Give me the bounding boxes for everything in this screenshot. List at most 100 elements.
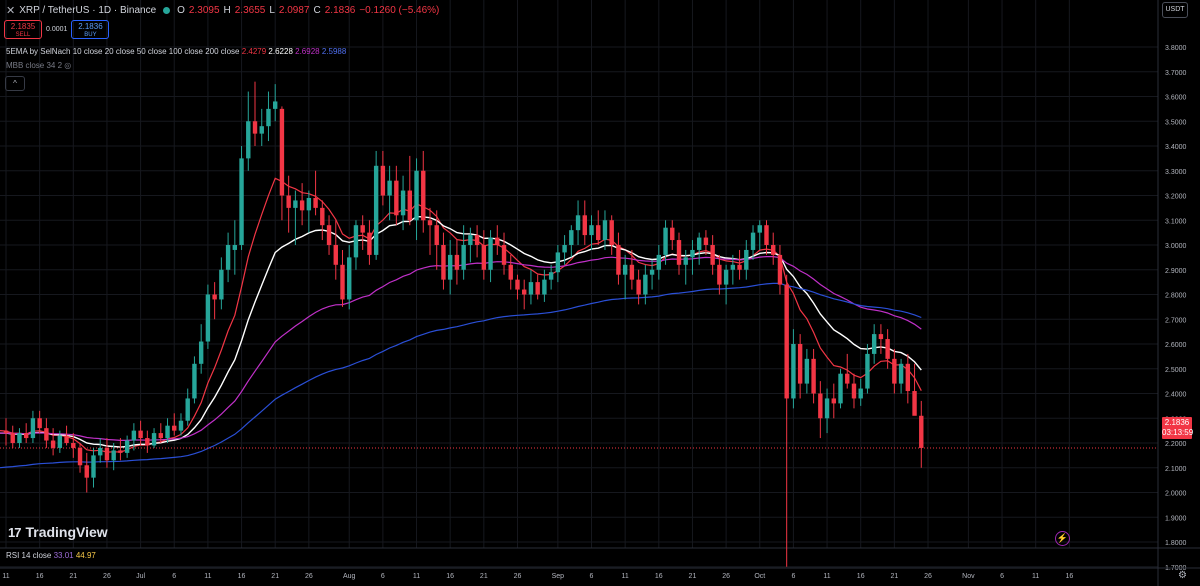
tradingview-mark-icon: 17: [8, 524, 22, 540]
candle-body: [104, 447, 110, 461]
x-tick-label: 16: [36, 573, 44, 580]
ema50-value: 2.6928: [295, 47, 320, 56]
x-tick-label: 21: [480, 573, 488, 580]
candle-body: [670, 227, 675, 241]
candle-body: [320, 207, 325, 226]
x-tick-label: 6: [1000, 573, 1004, 580]
y-tick-label: 2.6000: [1165, 342, 1187, 349]
y-tick-label: 2.7000: [1165, 317, 1187, 324]
candle-body: [777, 254, 783, 285]
candle-body: [468, 235, 473, 245]
sell-button[interactable]: 2.1835 SELL: [4, 20, 42, 39]
open-value: 2.3095: [188, 5, 220, 16]
candle-body: [178, 420, 184, 431]
candle-body: [495, 237, 500, 245]
ema10-value: 2.4279: [241, 47, 267, 56]
x-tick-label: 11: [413, 573, 420, 580]
close-value: 2.1836: [324, 5, 356, 16]
quote-currency-button[interactable]: USDT: [1162, 2, 1188, 18]
x-tick-label: Jul: [136, 573, 145, 580]
candle-body: [212, 294, 217, 300]
candle-body: [353, 225, 359, 258]
high-value: 2.3655: [234, 5, 266, 16]
x-tick-label: 21: [69, 573, 77, 580]
x-tick-label: 26: [924, 573, 932, 580]
candle-body: [44, 428, 49, 441]
candle-body: [818, 393, 823, 419]
candle-body: [676, 240, 682, 265]
flash-icon[interactable]: ⚡: [1055, 531, 1070, 546]
candle-body: [636, 279, 641, 295]
collapse-legend-button[interactable]: ^: [5, 76, 25, 91]
x-tick-label: 16: [857, 573, 865, 580]
candle-body: [535, 282, 540, 295]
candle-body: [892, 358, 897, 384]
x-tick-label: 6: [172, 573, 176, 580]
candle-body: [784, 284, 789, 399]
ema-indicator-legend[interactable]: 5EMA by SelNach 10 close 20 close 50 clo…: [6, 47, 346, 56]
symbol-icon: ✕: [6, 5, 16, 17]
candle-body: [225, 245, 231, 270]
candle-body: [232, 245, 238, 250]
candle-body: [145, 438, 150, 446]
candle-body: [838, 373, 843, 404]
candle-body: [37, 418, 42, 429]
eye-icon[interactable]: ◎: [64, 61, 72, 70]
candle-body: [380, 165, 386, 196]
candle-body: [98, 447, 103, 456]
candle-body: [616, 245, 621, 275]
candle-body: [387, 180, 392, 196]
y-tick-label: 2.8000: [1165, 293, 1187, 300]
candle-body: [3, 430, 9, 434]
candle-body: [91, 455, 96, 478]
x-tick-label: 21: [271, 573, 279, 580]
low-key: L: [269, 5, 275, 16]
candle-body: [198, 341, 204, 364]
candle-body: [723, 269, 729, 285]
candle-body: [562, 245, 567, 253]
settings-gear-icon[interactable]: ⚙: [1178, 570, 1187, 581]
candle-body: [239, 158, 244, 245]
candle-body: [441, 245, 446, 280]
ema100-value: 2.5988: [321, 47, 347, 56]
candle-body: [589, 225, 594, 236]
x-tick-label: 16: [1065, 573, 1073, 580]
candle-body: [649, 269, 655, 275]
x-tick-label: 21: [890, 573, 898, 580]
low-value: 2.0987: [278, 5, 310, 16]
rsi-legend[interactable]: RSI 14 close 33.01 44.97: [6, 551, 96, 560]
candle-body: [273, 101, 278, 109]
candle-body: [696, 237, 702, 250]
symbol-title[interactable]: XRP / TetherUS · 1D · Binance: [19, 5, 157, 16]
ema20-value: 2.6228: [268, 47, 293, 56]
trade-panel: 2.1835 SELL 0.0001 2.1836 BUY: [4, 20, 110, 39]
buy-price: 2.1836: [78, 22, 103, 31]
y-tick-label: 2.4000: [1165, 392, 1187, 399]
candle-body: [710, 245, 715, 265]
x-tick-label: 26: [305, 573, 313, 580]
candle-body: [501, 245, 507, 265]
symbol-header[interactable]: ✕ XRP / TetherUS · 1D · Binance O 2.3095 …: [6, 4, 439, 17]
candle-body: [515, 279, 520, 290]
mbb-indicator-legend[interactable]: MBB close 34 2 ◎: [6, 61, 71, 70]
candle-body: [118, 450, 123, 453]
candle-body: [71, 443, 76, 448]
sell-label: SELL: [15, 32, 31, 38]
buy-button[interactable]: 2.1836 BUY: [71, 20, 110, 39]
change-value: −0.1260 (−5.46%): [359, 5, 440, 16]
candle-body: [50, 440, 56, 448]
candle-body: [252, 121, 258, 134]
y-tick-label: 3.2000: [1165, 194, 1187, 201]
candle-body: [326, 225, 332, 245]
y-tick-label: 1.9000: [1165, 515, 1187, 522]
sell-price: 2.1835: [10, 22, 36, 31]
candle-body: [185, 398, 190, 421]
candle-body: [878, 334, 884, 340]
candle-body: [851, 383, 857, 399]
y-tick-label: 3.1000: [1165, 218, 1187, 225]
candle-body: [858, 388, 863, 399]
candle-body: [717, 264, 722, 285]
candle-body: [703, 237, 709, 245]
bar-countdown: 03:13:59: [1162, 428, 1194, 437]
